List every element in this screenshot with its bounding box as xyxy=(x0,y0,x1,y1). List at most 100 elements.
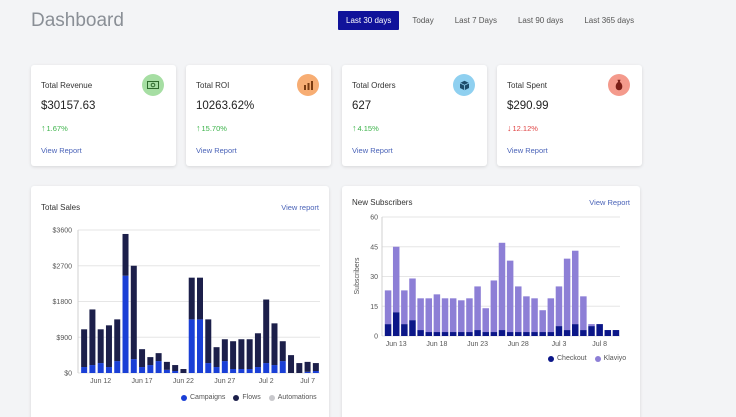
bar-flows[interactable] xyxy=(180,369,187,373)
bar-klaviyo[interactable] xyxy=(539,310,546,333)
bar-flows[interactable] xyxy=(147,357,154,366)
bar-campaigns[interactable] xyxy=(213,367,220,373)
bar-flows[interactable] xyxy=(155,353,162,362)
bar-flows[interactable] xyxy=(139,349,146,368)
bar-klaviyo[interactable] xyxy=(384,290,392,325)
view-report-link[interactable]: View Report xyxy=(352,146,393,155)
bar-flows[interactable] xyxy=(263,299,270,364)
bar-klaviyo[interactable] xyxy=(547,298,555,333)
bar-flows[interactable] xyxy=(89,309,96,366)
bar-campaigns[interactable] xyxy=(89,365,96,373)
bar-campaigns[interactable] xyxy=(130,359,137,373)
bar-klaviyo[interactable] xyxy=(474,286,481,331)
bar-flows[interactable] xyxy=(122,233,129,276)
bar-flows[interactable] xyxy=(105,325,112,368)
bar-klaviyo[interactable] xyxy=(523,296,530,333)
bar-flows[interactable] xyxy=(81,329,88,368)
bar-flows[interactable] xyxy=(188,277,195,320)
bar-checkout[interactable] xyxy=(458,332,465,336)
bar-klaviyo[interactable] xyxy=(580,296,587,331)
bar-campaigns[interactable] xyxy=(105,367,112,373)
bar-klaviyo[interactable] xyxy=(490,280,498,333)
bar-checkout[interactable] xyxy=(506,332,514,336)
bar-campaigns[interactable] xyxy=(114,361,121,373)
bar-checkout[interactable] xyxy=(449,332,457,336)
bar-checkout[interactable] xyxy=(547,332,555,336)
bar-campaigns[interactable] xyxy=(139,367,146,373)
bar-campaigns[interactable] xyxy=(230,369,237,373)
bar-checkout[interactable] xyxy=(498,330,506,336)
bar-flows[interactable] xyxy=(312,363,319,372)
bar-checkout[interactable] xyxy=(392,312,400,336)
bar-campaigns[interactable] xyxy=(279,361,286,373)
range-last-365-days[interactable]: Last 365 days xyxy=(584,16,635,25)
bar-klaviyo[interactable] xyxy=(417,298,424,331)
range-last-30-days[interactable]: Last 30 days xyxy=(338,11,400,30)
bar-flows[interactable] xyxy=(163,361,170,370)
view-report-link[interactable]: View Report xyxy=(507,146,548,155)
bar-checkout[interactable] xyxy=(539,332,546,336)
bar-campaigns[interactable] xyxy=(271,365,278,373)
bar-checkout[interactable] xyxy=(425,332,433,336)
bar-checkout[interactable] xyxy=(523,332,530,336)
bar-checkout[interactable] xyxy=(409,320,416,336)
bar-checkout[interactable] xyxy=(531,332,538,336)
bar-campaigns[interactable] xyxy=(205,363,212,373)
legend-item-klaviyo[interactable]: Klaviyo xyxy=(594,355,626,362)
bar-flows[interactable] xyxy=(97,329,104,364)
legend-item-campaigns[interactable]: Campaigns xyxy=(181,394,225,401)
bar-klaviyo[interactable] xyxy=(441,298,449,333)
bar-campaigns[interactable] xyxy=(155,361,162,373)
bar-klaviyo[interactable] xyxy=(466,298,473,333)
bar-klaviyo[interactable] xyxy=(449,298,457,333)
bar-flows[interactable] xyxy=(172,365,179,372)
bar-campaigns[interactable] xyxy=(97,363,104,373)
bar-klaviyo[interactable] xyxy=(392,246,400,313)
range-last-7-days[interactable]: Last 7 Days xyxy=(454,16,497,25)
bar-campaigns[interactable] xyxy=(238,369,245,373)
bar-checkout[interactable] xyxy=(555,326,563,336)
bar-checkout[interactable] xyxy=(401,324,408,336)
bar-campaigns[interactable] xyxy=(304,371,311,373)
bar-campaigns[interactable] xyxy=(122,275,129,373)
bar-campaigns[interactable] xyxy=(246,369,253,373)
bar-checkout[interactable] xyxy=(490,332,498,336)
bar-flows[interactable] xyxy=(197,277,203,320)
legend-item-flows[interactable]: Flows xyxy=(233,394,261,401)
bar-flows[interactable] xyxy=(130,265,137,360)
bar-checkout[interactable] xyxy=(466,332,473,336)
bar-klaviyo[interactable] xyxy=(571,250,579,325)
legend-item-automations[interactable]: Automations xyxy=(268,394,317,401)
view-report-link[interactable]: View Report xyxy=(196,146,237,155)
bar-checkout[interactable] xyxy=(441,332,449,336)
bar-flows[interactable] xyxy=(238,339,245,370)
view-report-link[interactable]: View Report xyxy=(589,198,630,207)
bar-flows[interactable] xyxy=(296,363,303,373)
bar-flows[interactable] xyxy=(246,339,253,370)
range-last-90-days[interactable]: Last 90 days xyxy=(517,16,564,25)
bar-klaviyo[interactable] xyxy=(506,260,514,333)
bar-campaigns[interactable] xyxy=(221,361,228,373)
bar-klaviyo[interactable] xyxy=(531,298,538,333)
bar-flows[interactable] xyxy=(205,319,212,364)
bar-campaigns[interactable] xyxy=(188,319,195,373)
bar-klaviyo[interactable] xyxy=(458,300,465,333)
bar-checkout[interactable] xyxy=(580,330,587,336)
bar-flows[interactable] xyxy=(213,347,220,368)
bar-checkout[interactable] xyxy=(604,330,612,336)
legend-item-checkout[interactable]: Checkout xyxy=(548,355,587,362)
bar-campaigns[interactable] xyxy=(197,319,203,373)
bar-klaviyo[interactable] xyxy=(425,298,433,333)
view-report-link[interactable]: View Report xyxy=(41,146,82,155)
bar-campaigns[interactable] xyxy=(163,369,170,373)
bar-klaviyo[interactable] xyxy=(555,286,563,327)
bar-campaigns[interactable] xyxy=(81,367,88,373)
bar-checkout[interactable] xyxy=(571,324,579,336)
bar-flows[interactable] xyxy=(271,323,278,366)
bar-klaviyo[interactable] xyxy=(401,290,408,325)
bar-checkout[interactable] xyxy=(612,330,620,336)
bar-flows[interactable] xyxy=(304,361,311,372)
bar-flows[interactable] xyxy=(230,341,237,370)
bar-campaigns[interactable] xyxy=(254,367,261,373)
bar-flows[interactable] xyxy=(254,333,261,368)
